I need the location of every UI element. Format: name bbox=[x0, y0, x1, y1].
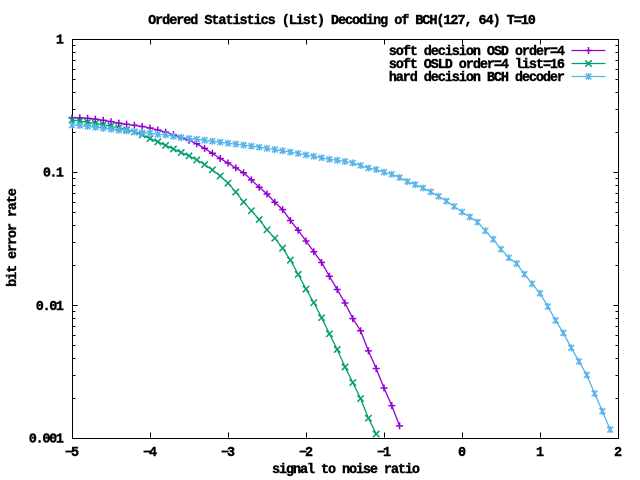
svg-text:0.001: 0.001 bbox=[29, 433, 64, 448]
svg-text:−3: −3 bbox=[221, 446, 235, 461]
svg-text:soft OSLD order=4 list=16: soft OSLD order=4 list=16 bbox=[389, 58, 565, 73]
svg-text:1: 1 bbox=[56, 34, 64, 49]
svg-text:bit error rate: bit error rate bbox=[6, 188, 21, 287]
svg-text:−4: −4 bbox=[143, 446, 157, 461]
svg-text:−1: −1 bbox=[377, 446, 391, 461]
svg-text:0.1: 0.1 bbox=[43, 167, 64, 182]
svg-text:hard decision BCH decoder: hard decision BCH decoder bbox=[389, 71, 565, 86]
svg-text:signal to noise ratio: signal to noise ratio bbox=[272, 463, 420, 478]
svg-text:0: 0 bbox=[458, 446, 466, 461]
svg-text:soft decision OSD order=4: soft decision OSD order=4 bbox=[389, 45, 565, 60]
svg-text:1: 1 bbox=[536, 446, 544, 461]
svg-text:−2: −2 bbox=[299, 446, 313, 461]
svg-text:2: 2 bbox=[614, 446, 622, 461]
svg-text:0.01: 0.01 bbox=[36, 300, 64, 315]
svg-text:Ordered Statistics (List) Deco: Ordered Statistics (List) Decoding of BC… bbox=[148, 14, 536, 29]
svg-text:−5: −5 bbox=[65, 446, 79, 461]
